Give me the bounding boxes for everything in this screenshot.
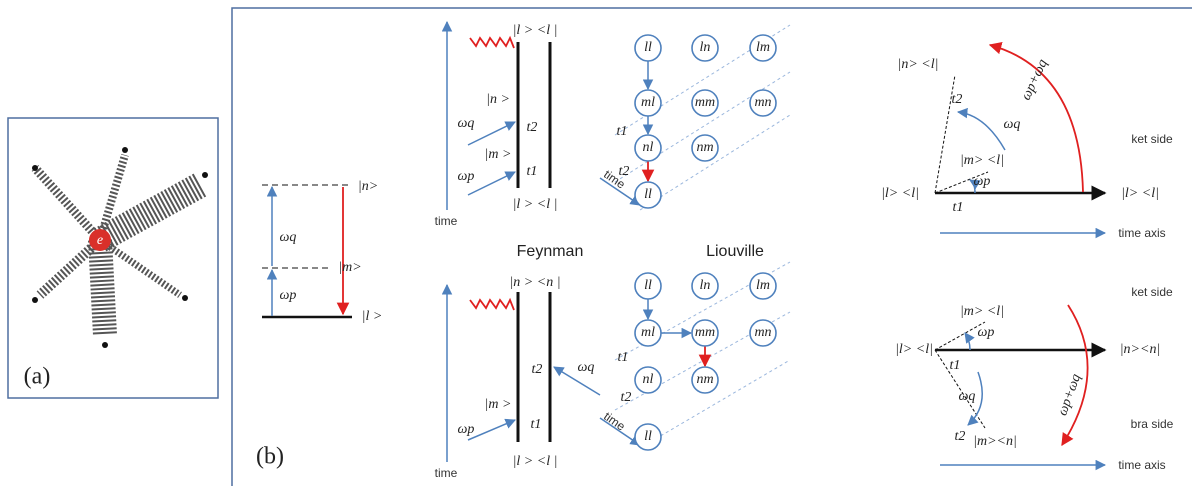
state-label: |l> <l|: [1121, 186, 1159, 201]
time-interval: t1: [527, 164, 538, 179]
node-label: nm: [696, 140, 713, 155]
figure: e (a) (b) |n> |m> |l > ωq ωp Feynman Lio…: [0, 0, 1192, 486]
frequency-label: ωp: [978, 325, 995, 340]
state-label: |l > <l |: [513, 23, 558, 38]
node-label: ln: [700, 40, 711, 55]
liouville-title: Liouville: [706, 243, 764, 260]
node-label: mm: [695, 325, 715, 340]
node-label: nl: [643, 372, 654, 387]
phase-diagram: |n> <l| ωp+ωq t2 ωq |m> <l| ωp |l> <l| t…: [881, 45, 1173, 240]
node-label: ll: [644, 40, 652, 55]
panel-label: (a): [24, 364, 51, 390]
state-label: |m >: [485, 397, 512, 412]
node-label: ll: [644, 187, 652, 202]
phase-diagram: ket side |m> <l| ωp |l> <l| t1 |n><n| ωq…: [895, 285, 1174, 472]
liouville-diagram: ll ln lm ml mm mn nl nm ll t1 t2 time: [600, 25, 790, 210]
node-label: ll: [644, 429, 652, 444]
frequency-label: ωp: [974, 174, 991, 189]
state-label: |m> <l|: [960, 153, 1004, 168]
frequency-label: ωq: [458, 116, 475, 131]
node-label: ll: [644, 278, 652, 293]
node-label: nl: [643, 140, 654, 155]
node-label: mn: [754, 325, 771, 340]
side-label: bra side: [1131, 417, 1174, 431]
axis-label: time axis: [1118, 458, 1165, 472]
time-interval: t2: [955, 429, 966, 444]
time-interval: t1: [617, 124, 628, 139]
time-interval: t1: [531, 417, 542, 432]
feynman-diagram: time |n > <n | t2 ωq |m > ωp t1 |l > <l …: [435, 275, 600, 480]
state-label: |n> <l|: [898, 57, 939, 72]
node-label: ml: [641, 95, 655, 110]
panel-a: e (a): [8, 118, 218, 398]
frequency-label: ωq: [578, 360, 595, 375]
state-label: |m >: [485, 147, 512, 162]
frequency-label: ωq: [959, 389, 976, 404]
frequency-label: ωp+ωq: [1019, 57, 1051, 103]
feynman-title: Feynman: [517, 243, 584, 260]
node-label: ml: [641, 325, 655, 340]
node-label: mn: [754, 95, 771, 110]
time-interval: t2: [621, 390, 632, 405]
state-label: |m> <l|: [960, 304, 1004, 319]
time-interval: t1: [950, 358, 961, 373]
state-label: |m><n|: [973, 434, 1017, 449]
frequency-label: ωp: [280, 288, 297, 303]
time-label: time: [435, 214, 458, 228]
time-label: time: [601, 409, 628, 434]
frequency-label: ωq: [1004, 117, 1021, 132]
liouville-diagram: ll ln lm ml mm mn nl nm ll t1 t2 time: [600, 262, 790, 450]
node-label: ln: [700, 278, 711, 293]
state-label: |n><n|: [1120, 342, 1161, 357]
node-label: lm: [756, 278, 770, 293]
frequency-label: ωp: [458, 169, 475, 184]
node-label: lm: [756, 40, 770, 55]
time-interval: t1: [953, 200, 964, 215]
node-label: nm: [696, 372, 713, 387]
state-label: |l> <l|: [895, 342, 933, 357]
node-label: mm: [695, 95, 715, 110]
state-label: |l > <l |: [513, 454, 558, 469]
side-label: ket side: [1131, 285, 1173, 299]
frequency-label: ωq: [280, 230, 297, 245]
time-interval: t2: [532, 362, 543, 377]
side-label: ket side: [1131, 132, 1173, 146]
time-interval: t1: [618, 350, 629, 365]
state-label: |n >: [486, 92, 510, 107]
time-label: time: [435, 466, 458, 480]
level-label: |m>: [338, 260, 361, 275]
electron-label: e: [97, 233, 103, 248]
frequency-label: ωp: [458, 422, 475, 437]
state-label: |l> <l|: [881, 186, 919, 201]
level-diagram: |n> |m> |l > ωq ωp: [262, 179, 382, 324]
page: {"panel_a":{"center_label":"e","label":"…: [0, 0, 1192, 486]
time-interval: t2: [527, 120, 538, 135]
time-interval: t2: [952, 92, 963, 107]
panel-label: (b): [256, 444, 284, 470]
state-label: |l > <l |: [513, 197, 558, 212]
feynman-diagram: time |l > <l | |n > ωq t2 |m > ωp t1 |l …: [435, 22, 558, 228]
state-label: |n > <n |: [509, 275, 560, 290]
axis-label: time axis: [1118, 226, 1165, 240]
level-label: |l >: [362, 309, 383, 324]
level-label: |n>: [358, 179, 378, 194]
